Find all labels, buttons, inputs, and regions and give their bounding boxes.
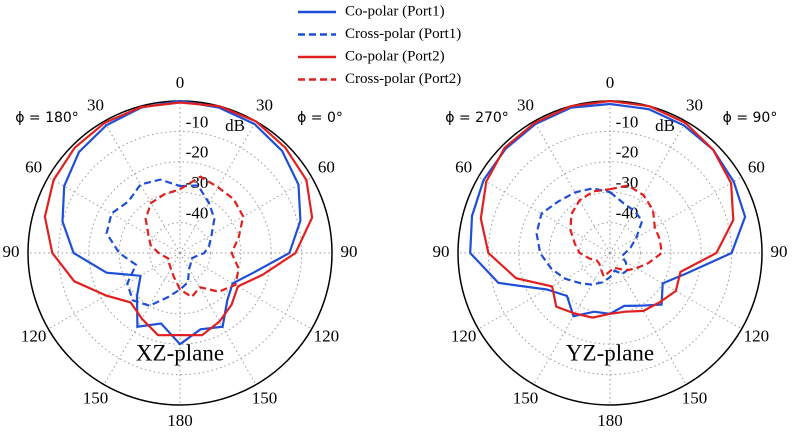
theta-tick-label: 120 xyxy=(21,326,47,345)
pattern-line xyxy=(569,184,663,279)
grid-ring xyxy=(57,130,303,376)
theta-tick-label: 120 xyxy=(314,326,340,345)
theta-tick-label: 90 xyxy=(341,242,358,261)
grid-ring xyxy=(518,161,702,345)
theta-tick-label: 30 xyxy=(256,96,273,115)
theta-tick-label: 60 xyxy=(455,157,472,176)
r-tick-label: -40 xyxy=(616,204,639,223)
grid-spoke xyxy=(103,121,181,254)
legend-label: Co-polar (Port1) xyxy=(345,3,445,19)
legend: Co-polar (Port1) Cross-polar (Port1) Co-po… xyxy=(298,3,461,87)
legend-label: Cross-polar (Port2) xyxy=(345,71,461,87)
grid-spoke xyxy=(179,252,257,385)
pattern-line xyxy=(144,175,245,299)
grid-spoke xyxy=(179,176,312,254)
r-tick-label: -20 xyxy=(616,143,639,162)
r-tick-label: -10 xyxy=(186,112,209,131)
theta-tick-label: 120 xyxy=(744,326,770,345)
pattern-line xyxy=(535,187,644,286)
grid-spoke xyxy=(179,252,312,330)
theta-tick-label: 30 xyxy=(517,96,534,115)
polar-plot: 0306090120150180150120906030-40-30-20-10… xyxy=(433,73,788,430)
theta-tick-label: 150 xyxy=(682,388,708,407)
grid-ring xyxy=(118,191,242,315)
grid-ring xyxy=(88,161,272,345)
phi-label: ϕ = 180° xyxy=(15,110,79,126)
r-unit-label: dB xyxy=(225,116,245,135)
legend-label: Co-polar (Port2) xyxy=(345,48,445,64)
r-tick-label: -40 xyxy=(186,204,209,223)
pattern-line xyxy=(479,99,735,319)
grid-spoke xyxy=(533,121,611,254)
grid-ring xyxy=(149,222,211,284)
theta-tick-label: 180 xyxy=(597,411,623,430)
grid-spoke xyxy=(48,176,181,254)
theta-tick-label: 150 xyxy=(252,388,278,407)
grid-spoke xyxy=(533,252,611,385)
pattern-line xyxy=(105,178,216,307)
r-tick-label: -20 xyxy=(186,143,209,162)
theta-tick-label: 90 xyxy=(3,242,20,261)
theta-tick-label: 120 xyxy=(451,326,477,345)
theta-tick-label: 60 xyxy=(25,157,42,176)
theta-tick-label: 150 xyxy=(83,388,109,407)
theta-tick-label: 30 xyxy=(686,96,703,115)
grid-spoke xyxy=(609,176,742,254)
phi-label: ϕ = 0° xyxy=(297,110,343,126)
grid-spoke xyxy=(103,252,181,385)
plane-label: YZ-plane xyxy=(566,340,654,365)
theta-tick-label: 0 xyxy=(176,73,185,92)
pattern-line xyxy=(43,101,314,337)
theta-tick-label: 60 xyxy=(318,157,335,176)
theta-tick-label: 0 xyxy=(606,73,615,92)
theta-tick-label: 30 xyxy=(87,96,104,115)
grid-spoke xyxy=(179,121,257,254)
grid-spoke xyxy=(48,252,181,330)
r-unit-label: dB xyxy=(655,116,675,135)
theta-tick-label: 180 xyxy=(167,411,193,430)
grid-spoke xyxy=(609,252,687,385)
legend-label: Cross-polar (Port1) xyxy=(345,26,461,42)
theta-tick-label: 60 xyxy=(748,157,765,176)
phi-label: ϕ = 90° xyxy=(723,110,778,126)
grid-spoke xyxy=(478,176,611,254)
theta-tick-label: 90 xyxy=(771,242,788,261)
pattern-line xyxy=(469,102,747,318)
theta-tick-label: 150 xyxy=(513,388,539,407)
theta-tick-label: 90 xyxy=(433,242,450,261)
pattern-line xyxy=(61,99,302,346)
polar-plot: 0306090120150180150120906030-40-30-20-10… xyxy=(3,73,358,430)
plane-label: XZ-plane xyxy=(136,340,224,365)
grid-spoke xyxy=(609,252,742,330)
grid-spoke xyxy=(478,252,611,330)
grid-spoke xyxy=(609,121,687,254)
r-tick-label: -10 xyxy=(616,112,639,131)
phi-label: ϕ = 270° xyxy=(445,110,509,126)
